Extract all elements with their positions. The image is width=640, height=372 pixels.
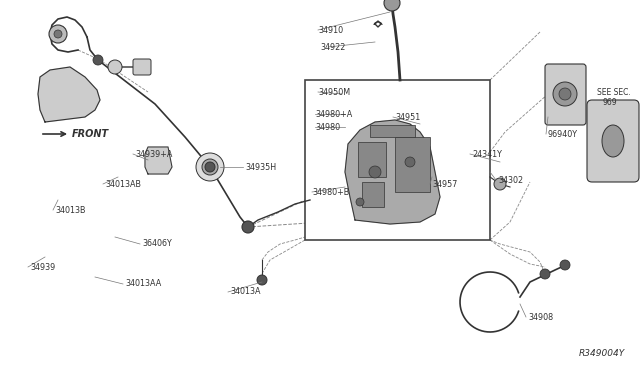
Circle shape: [108, 60, 122, 74]
Circle shape: [553, 82, 577, 106]
Ellipse shape: [602, 125, 624, 157]
FancyBboxPatch shape: [587, 100, 639, 182]
Polygon shape: [38, 67, 100, 122]
Text: 34957: 34957: [432, 180, 458, 189]
Text: 34013AA: 34013AA: [125, 279, 161, 289]
Text: 34013A: 34013A: [230, 288, 260, 296]
Circle shape: [257, 275, 267, 285]
Circle shape: [202, 159, 218, 175]
Bar: [370, 125, 415, 137]
FancyBboxPatch shape: [545, 64, 586, 125]
Bar: [362, 182, 384, 207]
Circle shape: [49, 25, 67, 43]
Text: 96940Y: 96940Y: [548, 129, 578, 138]
Text: 34980+B: 34980+B: [312, 187, 349, 196]
FancyBboxPatch shape: [133, 59, 151, 75]
Bar: [395, 137, 430, 192]
Text: 969: 969: [603, 97, 618, 106]
Circle shape: [196, 153, 224, 181]
Circle shape: [540, 269, 550, 279]
Text: 34935H: 34935H: [245, 163, 276, 171]
Bar: [358, 142, 386, 177]
Bar: [305, 80, 490, 240]
Text: 34302: 34302: [498, 176, 523, 185]
Text: 34908: 34908: [528, 312, 553, 321]
Text: 36406Y: 36406Y: [142, 240, 172, 248]
Polygon shape: [145, 147, 172, 174]
Text: FRONT: FRONT: [72, 129, 109, 139]
Text: 34980+A: 34980+A: [315, 109, 352, 119]
Text: 34939+A: 34939+A: [135, 150, 172, 158]
Text: 24341Y: 24341Y: [472, 150, 502, 158]
Polygon shape: [345, 120, 440, 224]
Circle shape: [405, 157, 415, 167]
Circle shape: [54, 30, 62, 38]
Text: 34951: 34951: [395, 112, 420, 122]
Text: SEE SEC.: SEE SEC.: [597, 87, 631, 96]
Circle shape: [559, 88, 571, 100]
Text: 34910: 34910: [318, 26, 343, 35]
Text: 34013AB: 34013AB: [105, 180, 141, 189]
Circle shape: [369, 166, 381, 178]
Text: 34013B: 34013B: [55, 205, 86, 215]
Circle shape: [494, 178, 506, 190]
Circle shape: [93, 55, 103, 65]
Circle shape: [205, 162, 215, 172]
Circle shape: [384, 0, 400, 11]
Text: 34950M: 34950M: [318, 87, 350, 96]
Text: 34939: 34939: [30, 263, 55, 272]
Text: 34980: 34980: [315, 122, 340, 131]
Circle shape: [356, 198, 364, 206]
Circle shape: [560, 260, 570, 270]
Circle shape: [242, 221, 254, 233]
Text: 34922: 34922: [320, 42, 346, 51]
Text: R349004Y: R349004Y: [579, 350, 625, 359]
